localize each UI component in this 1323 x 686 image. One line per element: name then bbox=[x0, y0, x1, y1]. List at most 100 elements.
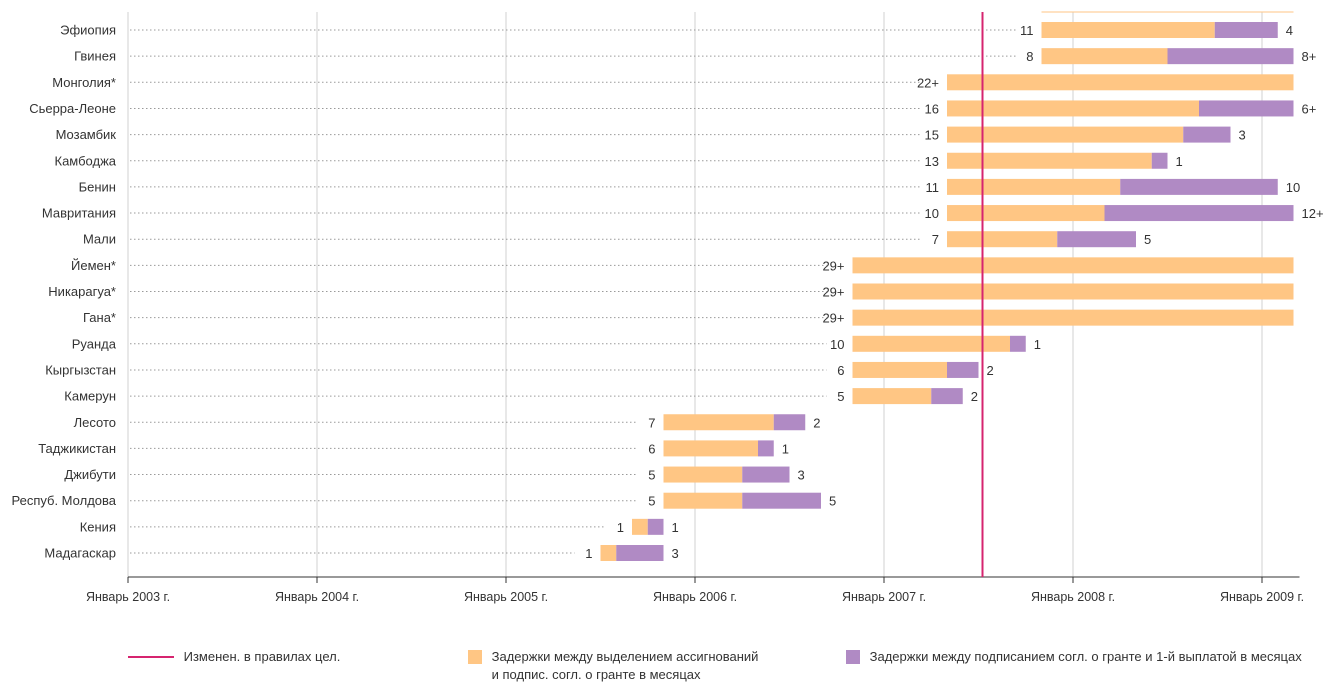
country-label: Руанда bbox=[72, 336, 117, 351]
bar-segment-b bbox=[1151, 152, 1168, 169]
bar-value-label-a: 10 bbox=[925, 206, 939, 221]
bar-value-label-b: 2 bbox=[971, 389, 978, 404]
bar-segment-b bbox=[773, 414, 806, 431]
bar-segment-b bbox=[758, 440, 774, 457]
bar-value-label-a: 6 bbox=[837, 363, 844, 378]
bar-segment-b bbox=[1214, 22, 1278, 38]
bar-segment-a bbox=[947, 205, 1105, 222]
legend-policy-swatch bbox=[128, 656, 174, 658]
legend-policy: Изменен. в правилах цел. bbox=[128, 648, 340, 666]
bar-value-label-b: 1 bbox=[782, 441, 789, 456]
country-label: Респуб. Молдова bbox=[12, 493, 117, 508]
bar-value-label-a: 5 bbox=[648, 468, 655, 483]
legend-series-b-swatch bbox=[846, 650, 860, 664]
bar-segment-a bbox=[947, 231, 1058, 248]
bar-segment-a bbox=[852, 257, 1294, 274]
bar-segment-a bbox=[663, 492, 743, 509]
bar-value-label-a: 29+ bbox=[822, 285, 844, 300]
bar-segment-a bbox=[852, 388, 932, 405]
bar-value-label-a: 1 bbox=[585, 546, 592, 561]
bar-segment-a bbox=[663, 440, 758, 457]
bar-value-label-b: 6+ bbox=[1302, 101, 1317, 116]
bar-segment-b bbox=[1057, 231, 1136, 248]
bar-segment-b bbox=[742, 492, 821, 509]
bar-value-label-b: 5 bbox=[829, 494, 836, 509]
country-label: Мадагаскар bbox=[44, 546, 116, 561]
bar-value-label-b: 2 bbox=[987, 363, 994, 378]
bar-segment-a bbox=[852, 309, 1294, 326]
bar-segment-b bbox=[647, 518, 664, 535]
bar-value-label-a: 6 bbox=[648, 441, 655, 456]
legend-series-a-line2: и подпис. согл. о гранте в месяцах bbox=[491, 667, 701, 682]
country-label: Гвинея bbox=[74, 49, 116, 64]
timeline-chart: Январь 2003 г. Январь 2004 г. Январь 2005 … bbox=[12, 11, 1323, 604]
country-label: Кыргызстан bbox=[45, 362, 116, 377]
bar-value-label-b: 4 bbox=[1286, 23, 1293, 38]
country-label: Камбоджа bbox=[55, 153, 117, 168]
bar-value-label-a: 29+ bbox=[822, 258, 844, 273]
bar-value-label-b: 2 bbox=[813, 415, 820, 430]
bar-value-label-a: 11 bbox=[926, 180, 940, 195]
bar-value-label-a: 13 bbox=[925, 154, 939, 169]
country-label: Мавритания bbox=[42, 206, 116, 221]
bar-value-label-a: 7 bbox=[932, 232, 939, 247]
bar-segment-a bbox=[947, 178, 1121, 195]
legend-policy-label: Изменен. в правилах цел. bbox=[183, 649, 341, 664]
bar-value-label-b: 8+ bbox=[1302, 49, 1317, 64]
bar-value-label-a: 7 bbox=[648, 415, 655, 430]
bar-value-label-a: 5 bbox=[837, 389, 844, 404]
bar-value-label-a: 29+ bbox=[822, 311, 844, 326]
bar-value-label-a: 15 bbox=[925, 128, 939, 143]
bar-segment-b bbox=[931, 388, 963, 405]
country-label: Лесото bbox=[74, 415, 116, 430]
bar-segment-b bbox=[1167, 48, 1294, 65]
bar-segment-a bbox=[947, 100, 1199, 117]
country-label: Гана* bbox=[83, 310, 116, 325]
bar-value-label-a: 10 bbox=[830, 337, 844, 352]
bar-segment-b bbox=[742, 466, 790, 483]
bar-value-label-b: 3 bbox=[798, 468, 805, 483]
country-label: Эфиопия bbox=[60, 23, 116, 38]
bar-segment-a bbox=[1041, 22, 1215, 38]
bar-value-label-a: 5 bbox=[648, 494, 655, 509]
country-label: Кения bbox=[80, 519, 116, 534]
x-tick-label: Январь 2009 г. bbox=[1220, 590, 1304, 604]
x-tick-label: Январь 2004 г. bbox=[275, 590, 359, 604]
bar-segment-a bbox=[663, 466, 743, 483]
bar-value-label-b: 1 bbox=[672, 520, 679, 535]
bar-value-label-b: 3 bbox=[1239, 128, 1246, 143]
country-label: Йемен* bbox=[71, 258, 116, 273]
bar-value-label-b: 10 bbox=[1286, 180, 1300, 195]
bar-segment-a bbox=[947, 152, 1152, 169]
x-tick-label: Январь 2006 г. bbox=[653, 590, 737, 604]
bar-value-label-a: 1 bbox=[617, 520, 624, 535]
bar-segment-a bbox=[947, 74, 1294, 91]
country-label: Мозамбик bbox=[56, 127, 117, 142]
legend-series-b: Задержки между подписанием согл. о грант… bbox=[846, 648, 1302, 666]
bar-value-label-b: 1 bbox=[1176, 154, 1183, 169]
country-label: Бенин bbox=[79, 179, 116, 194]
country-label: Таджикистан bbox=[38, 441, 116, 456]
x-tick-label: Январь 2003 г. bbox=[86, 590, 170, 604]
x-tick-label: Январь 2008 г. bbox=[1031, 590, 1115, 604]
bar-segment-b bbox=[616, 545, 664, 561]
bar-segment-a bbox=[663, 414, 774, 431]
country-label: Сьерра-Леоне bbox=[29, 101, 116, 116]
bar-segment-a bbox=[852, 283, 1294, 300]
bar-value-label-b: 3 bbox=[672, 546, 679, 561]
country-label: Камерун bbox=[64, 389, 116, 404]
bar-segment-b bbox=[947, 361, 979, 378]
legend-series-a-swatch bbox=[468, 650, 482, 664]
x-tick-label: Январь 2007 г. bbox=[842, 590, 926, 604]
bar-value-label-a: 8 bbox=[1026, 49, 1033, 64]
bar-segment-b bbox=[1104, 205, 1294, 222]
bar-segment-b bbox=[1199, 100, 1294, 117]
country-label: Монголия* bbox=[52, 75, 116, 90]
bar-segment-b bbox=[1010, 335, 1026, 352]
bar-segment-b bbox=[1183, 126, 1231, 143]
bar-segment-a bbox=[600, 545, 617, 561]
bar-value-label-b: 5 bbox=[1144, 232, 1151, 247]
country-label: Джибути bbox=[64, 467, 116, 482]
legend-series-a-line1: Задержки между выделением ассигнований bbox=[491, 649, 759, 664]
x-tick-label: Январь 2005 г. bbox=[464, 590, 548, 604]
